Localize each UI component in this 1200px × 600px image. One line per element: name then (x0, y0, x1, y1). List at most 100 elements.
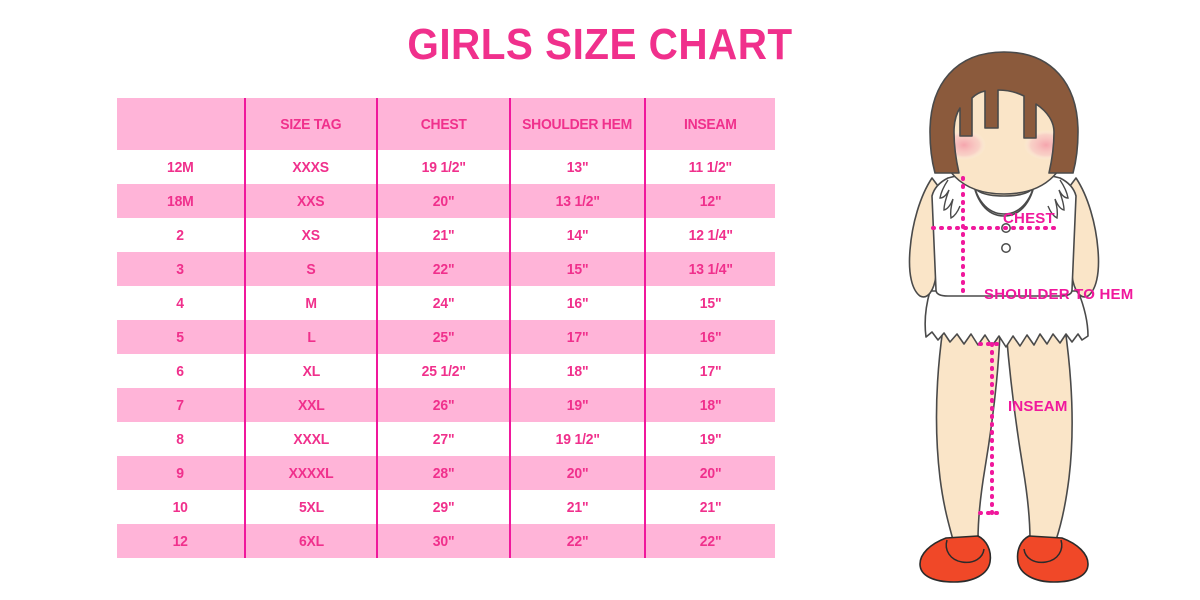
cell-inseam: 22" (645, 524, 775, 558)
cell-size-tag: S (245, 252, 378, 286)
cell-inseam-text: 22" (699, 532, 722, 550)
cell-shoulder-hem: 18" (510, 354, 646, 388)
cell-size-text: 7 (176, 396, 185, 414)
cell-size-tag: XXXS (245, 150, 378, 184)
column-header-size (117, 98, 246, 150)
cell-inseam: 11 1/2" (645, 150, 775, 184)
table-row: 7 XXL 26" 19" 18" (117, 388, 775, 422)
figure-group (908, 51, 1100, 583)
cell-inseam: 16" (645, 320, 775, 354)
table-row: 12 6XL 30" 22" 22" (117, 524, 775, 558)
cell-inseam: 12" (645, 184, 775, 218)
cell-size-tag-text: XXL (297, 396, 325, 414)
neckline (971, 171, 1037, 217)
cell-inseam: 15" (645, 286, 775, 320)
cell-shoulder-hem: 19" (510, 388, 646, 422)
cell-chest-text: 22" (432, 260, 455, 278)
page-title: GIRLS SIZE CHART (407, 20, 793, 69)
table-row: 2 XS 21" 14" 12 1/4" (117, 218, 775, 252)
cell-chest-text: 26" (432, 396, 455, 414)
cell-size: 3 (117, 252, 246, 286)
table-row: 4 M 24" 16" 15" (117, 286, 775, 320)
cell-chest-text: 20" (432, 192, 455, 210)
cell-size-tag: XS (245, 218, 378, 252)
cell-size-text: 4 (176, 294, 185, 312)
cell-inseam: 21" (645, 490, 775, 524)
cell-shoulder-hem-text: 19" (566, 396, 589, 414)
table-row: 12M XXXS 19 1/2" 13" 11 1/2" (117, 150, 775, 184)
cell-inseam-text: 15" (699, 294, 722, 312)
skirt-shape (924, 290, 1089, 348)
cell-inseam-text: 12 1/4" (688, 226, 733, 244)
cell-size-tag: XL (245, 354, 378, 388)
cell-chest-text: 30" (432, 532, 455, 550)
cell-shoulder-hem: 15" (510, 252, 646, 286)
cell-size: 10 (117, 490, 246, 524)
cell-shoulder-hem: 16" (510, 286, 646, 320)
cell-shoulder-hem: 22" (510, 524, 646, 558)
inseam-measurement-label: INSEAM (1008, 398, 1068, 415)
cell-size-tag-text: S (306, 260, 316, 278)
table-row: 9 XXXXL 28" 20" 20" (117, 456, 775, 490)
cell-size: 12M (117, 150, 246, 184)
cell-size: 2 (117, 218, 246, 252)
cell-inseam-text: 16" (699, 328, 722, 346)
cell-chest: 25" (377, 320, 511, 354)
cell-chest-text: 19 1/2" (421, 158, 466, 176)
cell-chest: 28" (377, 456, 511, 490)
measurement-lines (931, 176, 1062, 515)
cell-shoulder-hem: 13 1/2" (510, 184, 646, 218)
size-chart-table: SIZE TAG CHEST SHOULDER HEM INSEAM 12M XX… (117, 98, 775, 558)
cell-size-tag-text: M (305, 294, 317, 312)
right-shoe-strap (1023, 539, 1063, 564)
cell-shoulder-hem-text: 15" (566, 260, 589, 278)
cell-inseam-text: 17" (699, 362, 722, 380)
cell-size: 12 (117, 524, 246, 558)
cell-shoulder-hem: 20" (510, 456, 646, 490)
cell-chest: 27" (377, 422, 511, 456)
cell-size-tag-text: XS (301, 226, 321, 244)
cell-size-tag-text: XXS (297, 192, 325, 210)
cell-size: 18M (117, 184, 246, 218)
cell-shoulder-hem-text: 14" (566, 226, 589, 244)
table-row: 5 L 25" 17" 16" (117, 320, 775, 354)
table-row: 10 5XL 29" 21" 21" (117, 490, 775, 524)
cell-size-tag-text: L (306, 328, 316, 346)
chest-measurement-label: CHEST (1003, 210, 1055, 227)
column-header-size-tag: SIZE TAG (245, 98, 378, 150)
cell-shoulder-hem-text: 20" (566, 464, 589, 482)
cell-inseam-text: 12" (699, 192, 722, 210)
cell-size: 4 (117, 286, 246, 320)
cell-chest: 30" (377, 524, 511, 558)
table-row: 18M XXS 20" 13 1/2" 12" (117, 184, 775, 218)
cell-shoulder-hem-text: 16" (566, 294, 589, 312)
cell-shoulder-hem: 14" (510, 218, 646, 252)
cell-size: 7 (117, 388, 246, 422)
size-chart-table-wrapper: SIZE TAG CHEST SHOULDER HEM INSEAM 12M XX… (117, 98, 775, 558)
top-shape (931, 171, 1077, 297)
cell-size: 6 (117, 354, 246, 388)
cell-size-tag: XXS (245, 184, 378, 218)
cell-inseam-text: 20" (699, 464, 722, 482)
cell-chest-text: 25" (432, 328, 455, 346)
cell-size-text: 2 (176, 226, 185, 244)
right-leg (1005, 327, 1074, 541)
cell-inseam: 19" (645, 422, 775, 456)
cell-inseam: 12 1/4" (645, 218, 775, 252)
skirt (924, 290, 1089, 348)
button-lower (1001, 243, 1011, 253)
cell-chest-text: 25 1/2" (421, 362, 466, 380)
cell-chest-text: 29" (432, 498, 455, 516)
cell-shoulder-hem: 13" (510, 150, 646, 184)
cell-inseam-text: 18" (699, 396, 722, 414)
cell-shoulder-hem-text: 22" (566, 532, 589, 550)
head-group (929, 51, 1079, 195)
cell-size-tag-text: XXXS (292, 158, 330, 176)
left-shoe-strap (945, 539, 985, 564)
cell-size-tag-text: XL (302, 362, 320, 380)
cell-shoulder-hem: 19 1/2" (510, 422, 646, 456)
cell-chest: 22" (377, 252, 511, 286)
cell-size-tag-text: XXXXL (288, 464, 334, 482)
cell-shoulder-hem-text: 13" (566, 158, 589, 176)
